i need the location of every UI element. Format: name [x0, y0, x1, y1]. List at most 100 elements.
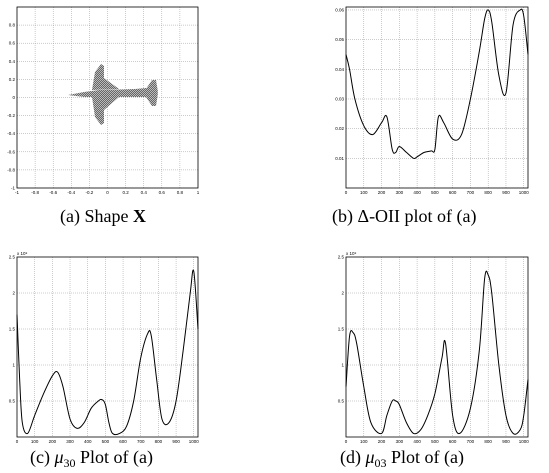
- x-tick-label: 900: [172, 439, 180, 444]
- figure-b-caption: (b) Δ-OII plot of (a): [332, 206, 477, 226]
- figure-c: 0 100 200 300 400 500 600 700 800 900 1000 2.5 2 1.5 1…: [0, 240, 240, 473]
- x-tick-label: -0.4: [67, 190, 75, 195]
- y-tick-label: -0.4: [7, 131, 15, 136]
- x-tick-label: 600: [119, 439, 127, 444]
- x-tick-label: 1: [197, 190, 200, 195]
- x-tick-label: 400: [84, 439, 92, 444]
- x-tick-label: 200: [49, 439, 57, 444]
- x-tick-label: -1: [15, 190, 19, 195]
- x-tick-label: 400: [413, 190, 421, 195]
- figure-b-ticks: 0 100 200 300 400 500 600 700 800 900 1000 0.06 0.05…: [335, 7, 529, 195]
- y-tick-label: 1: [12, 363, 15, 368]
- x-tick-label: 800: [484, 190, 492, 195]
- x-tick-label: 800: [155, 439, 163, 444]
- y-tick-label: 0.01: [335, 156, 344, 161]
- figure-d-axes-box: [345, 256, 529, 438]
- figure-c-plot: 0 100 200 300 400 500 600 700 800 900 1000 2.5 2 1.5 1…: [9, 251, 200, 445]
- x-tick-label: 0: [345, 439, 348, 444]
- y-tick-label: 1.5: [338, 327, 345, 332]
- x-tick-label: 300: [396, 190, 404, 195]
- x-tick-label: 200: [378, 190, 386, 195]
- figure-d-plot: 0 100 200 300 400 500 600 700 800 900 1000 2.5 2 1.5 1…: [338, 251, 530, 445]
- y-tick-label: -0.8: [7, 167, 15, 172]
- y-tick-label: 0.06: [335, 7, 344, 12]
- x-tick-label: 500: [431, 439, 439, 444]
- caption-a-text: (a) Shape: [60, 206, 129, 226]
- x-tick-label: -0.6: [49, 190, 57, 195]
- figure-d-ticks: 0 100 200 300 400 500 600 700 800 900 1000 2.5 2 1.5 1…: [338, 255, 530, 445]
- y-tick-label: 0.8: [9, 23, 16, 28]
- caption-d-sub: 03: [374, 456, 387, 470]
- x-tick-label: 0: [345, 190, 348, 195]
- y-tick-label: 2: [12, 291, 15, 296]
- figure-b-series-line: [345, 8, 529, 160]
- y-tick-label: 0.05: [335, 37, 344, 42]
- x-tick-label: 0.6: [159, 190, 166, 195]
- x-tick-label: 500: [102, 439, 110, 444]
- figure-c-series-line: [16, 269, 199, 436]
- x-tick-label: 0: [16, 439, 19, 444]
- x-tick-label: 500: [431, 190, 439, 195]
- x-tick-label: 0: [106, 190, 109, 195]
- x-tick-label: 0.8: [177, 190, 184, 195]
- x-tick-label: 400: [413, 439, 421, 444]
- caption-a-symbol: X: [132, 206, 146, 226]
- x-tick-label: 700: [467, 439, 475, 444]
- x-tick-label: 1000: [519, 190, 530, 195]
- y-tick-label: 0.5: [338, 399, 345, 404]
- figure-a-axes-box: [16, 6, 199, 189]
- figure-a-ticks: -1 -0.8 -0.6 -0.4 -0.2 0 0.2 0.4 0.6 0.8 1 0.8 0.6 0.…: [7, 23, 200, 195]
- x-tick-label: 300: [66, 439, 74, 444]
- y-tick-label: 0.5: [9, 399, 16, 404]
- y-tick-label: 0.4: [9, 59, 16, 64]
- airplane-shape: [68, 64, 158, 125]
- y-tick-label: 1.5: [9, 327, 16, 332]
- y-tick-label: 0.03: [335, 96, 344, 101]
- figure-c-axes-box: [16, 256, 199, 438]
- figure-d-series-line: [345, 270, 529, 435]
- figure-c-grid: [17, 257, 198, 437]
- figure-d: 0 100 200 300 400 500 600 700 800 900 1000 2.5 2 1.5 1…: [300, 240, 549, 473]
- x-tick-label: 0.2: [122, 190, 129, 195]
- caption-d-prefix: (d): [340, 447, 361, 467]
- figure-b-plot: 0 100 200 300 400 500 600 700 800 900 1000 0.06 0.05…: [335, 6, 529, 195]
- y-tick-label: 0.2: [9, 77, 16, 82]
- figure-b-axes-box: [345, 6, 529, 189]
- figure-c-caption: (c) μ30 Plot of (a): [30, 447, 153, 473]
- x-tick-label: 200: [378, 439, 386, 444]
- x-tick-label: 1000: [519, 439, 530, 444]
- x-tick-label: 100: [31, 439, 39, 444]
- caption-c-mu: μ: [54, 447, 64, 467]
- x-tick-label: 600: [449, 190, 457, 195]
- figure-a-caption: (a) Shape X: [60, 206, 146, 226]
- y-tick-label: 2.5: [338, 255, 345, 260]
- figure-c-exponent: x 10⁹: [17, 251, 28, 256]
- x-tick-label: 100: [360, 190, 368, 195]
- x-tick-label: 700: [467, 190, 475, 195]
- figure-a: -1 -0.8 -0.6 -0.4 -0.2 0 0.2 0.4 0.6 0.8 1 0.8 0.6 0.…: [0, 0, 240, 235]
- y-tick-label: -0.6: [7, 149, 15, 154]
- x-tick-label: 700: [137, 439, 145, 444]
- figure-d-grid: [346, 257, 528, 437]
- figure-d-caption: (d) μ03 Plot of (a): [340, 447, 464, 473]
- y-tick-label: -0.2: [7, 113, 15, 118]
- y-tick-label: 0: [12, 95, 15, 100]
- x-tick-label: 300: [396, 439, 404, 444]
- caption-b-text: (b) Δ-OII plot of (a): [332, 206, 477, 226]
- y-tick-label: 1: [341, 363, 344, 368]
- y-tick-label: 2.5: [9, 255, 16, 260]
- x-tick-label: 1000: [189, 439, 200, 444]
- x-tick-label: 900: [502, 439, 510, 444]
- x-tick-label: -0.2: [86, 190, 94, 195]
- figure-b-grid: [346, 7, 528, 188]
- figure-a-plot: -1 -0.8 -0.6 -0.4 -0.2 0 0.2 0.4 0.6 0.8 1 0.8 0.6 0.…: [7, 6, 200, 195]
- figure-d-exponent: x 10⁹: [346, 251, 357, 256]
- x-tick-label: -0.8: [31, 190, 39, 195]
- y-tick-label: 2: [341, 291, 344, 296]
- x-tick-label: 900: [502, 190, 510, 195]
- y-tick-label: 0.6: [9, 41, 16, 46]
- caption-c-sub: 30: [63, 456, 76, 470]
- figure-c-ticks: 0 100 200 300 400 500 600 700 800 900 1000 2.5 2 1.5 1…: [9, 255, 200, 445]
- x-tick-label: 0.4: [141, 190, 148, 195]
- caption-c-prefix: (c): [30, 447, 50, 467]
